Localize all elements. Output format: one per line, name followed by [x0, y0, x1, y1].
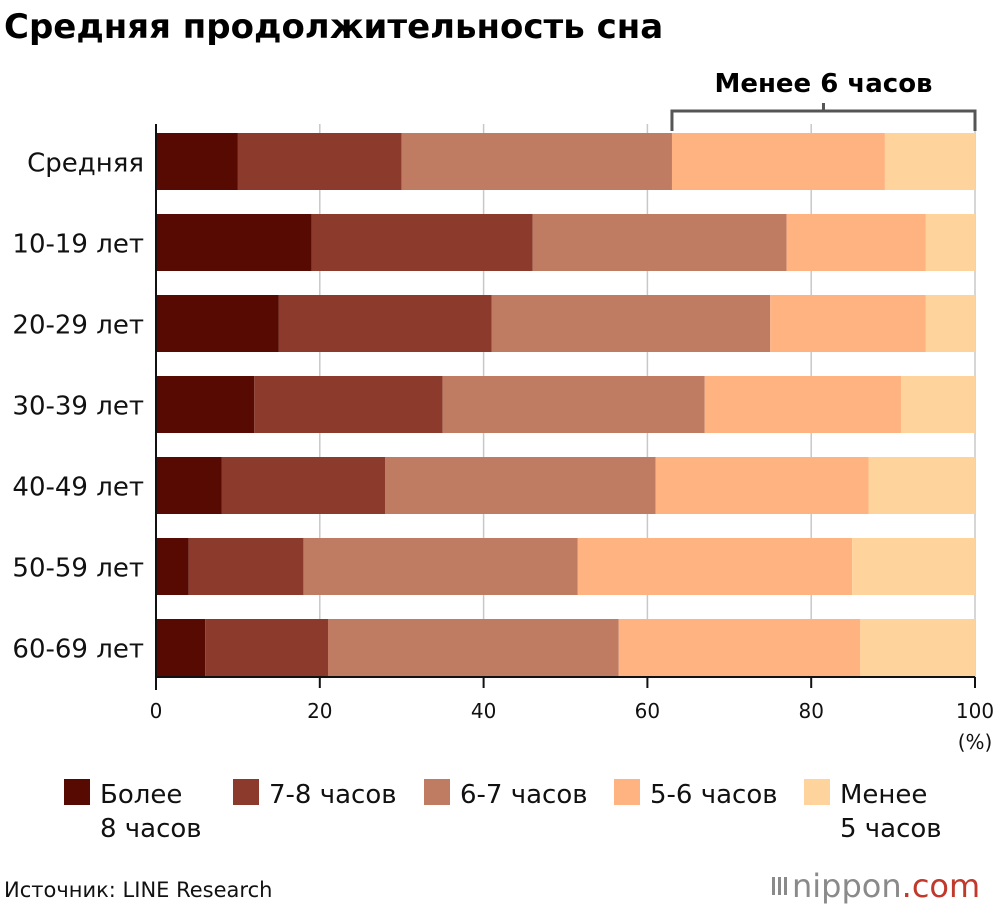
bar-segment: [532, 214, 787, 271]
category-label: 20-29 лет: [12, 311, 144, 341]
category-label: 60-69 лет: [12, 635, 144, 665]
bar-segment: [156, 376, 255, 433]
brand-bars-icon: [772, 877, 787, 895]
bar-segment: [884, 133, 975, 190]
annotation-label: Менее 6 часов: [714, 69, 932, 99]
bar-segment: [401, 133, 672, 190]
legend-swatch: [804, 779, 830, 805]
legend-label: 6-7 часов: [460, 780, 588, 810]
annotation-bracket: Менее 6 часов: [670, 69, 977, 131]
legend-label: 5-6 часов: [650, 780, 778, 810]
legend-label: Менее: [840, 780, 927, 810]
bar-segment: [156, 619, 206, 676]
x-tick-label: 40: [471, 699, 496, 723]
bar-segment: [491, 295, 771, 352]
bars: [156, 133, 975, 676]
bar-segment: [442, 376, 705, 433]
legend-swatch: [424, 779, 450, 805]
legend-label: 8 часов: [100, 814, 202, 844]
bar-segment: [156, 457, 222, 514]
bar-segment: [868, 457, 975, 514]
x-tick-label: 0: [150, 699, 163, 723]
legend-item: 7-8 часов: [233, 779, 397, 810]
bar-segment: [655, 457, 869, 514]
bar-segment: [205, 619, 328, 676]
source-text: Источник: LINE Research: [4, 878, 272, 902]
legend-item: Более 8 часов: [64, 779, 202, 844]
legend-swatch: [64, 779, 90, 805]
bracket-line: [670, 103, 977, 131]
bar-segment: [311, 214, 533, 271]
x-tick-label: 60: [635, 699, 660, 723]
bar-segment: [385, 457, 656, 514]
bar-segment: [671, 133, 885, 190]
bar-segment: [925, 214, 975, 271]
bar-segment: [156, 214, 312, 271]
bar-segment: [156, 538, 189, 595]
bar-segment: [577, 538, 853, 595]
x-axis-unit: (%): [958, 730, 993, 754]
legend: Более 8 часов 7-8 часов 6-7 часов 5-6 часов М…: [64, 779, 942, 844]
category-label: 40-49 лет: [12, 473, 144, 503]
bar-segment: [327, 619, 619, 676]
legend-label: 5 часов: [840, 814, 942, 844]
bar-segment: [618, 619, 861, 676]
legend-swatch: [614, 779, 640, 805]
legend-item: Менее 5 часов: [804, 779, 942, 844]
bar-segment: [156, 295, 279, 352]
bar-segment: [704, 376, 902, 433]
brand-logo: nippon.com: [772, 867, 980, 905]
bar-segment: [303, 538, 578, 595]
bar-segment: [221, 457, 386, 514]
category-labels: Средняя 10-19 лет 20-29 лет 30-39 лет 40-49 …: [12, 149, 144, 665]
legend-item: 6-7 часов: [424, 779, 588, 810]
bar-segment: [770, 295, 926, 352]
bar-segment: [156, 133, 238, 190]
bar-segment: [901, 376, 975, 433]
x-tick-label: 100: [956, 699, 994, 723]
chart-title: Средняя продолжительность сна: [4, 7, 663, 47]
x-tick-label: 80: [798, 699, 823, 723]
category-label: 10-19 лет: [12, 230, 144, 260]
legend-label: Более: [100, 780, 182, 810]
bar-segment: [237, 133, 402, 190]
x-tick-label: 20: [307, 699, 332, 723]
x-axis: 0 20 40 60 80 100: [150, 124, 994, 723]
bar-segment: [925, 295, 975, 352]
category-label: 30-39 лет: [12, 392, 144, 422]
bar-segment: [254, 376, 443, 433]
category-label: 50-59 лет: [12, 554, 144, 584]
legend-swatch: [233, 779, 259, 805]
bar-segment: [852, 538, 975, 595]
bar-segment: [786, 214, 926, 271]
brand-name: nippon.com: [792, 867, 980, 905]
bar-segment: [188, 538, 304, 595]
bar-segment: [860, 619, 975, 676]
bar-segment: [278, 295, 492, 352]
category-label: Средняя: [27, 149, 144, 179]
legend-label: 7-8 часов: [269, 780, 397, 810]
legend-item: 5-6 часов: [614, 779, 778, 810]
